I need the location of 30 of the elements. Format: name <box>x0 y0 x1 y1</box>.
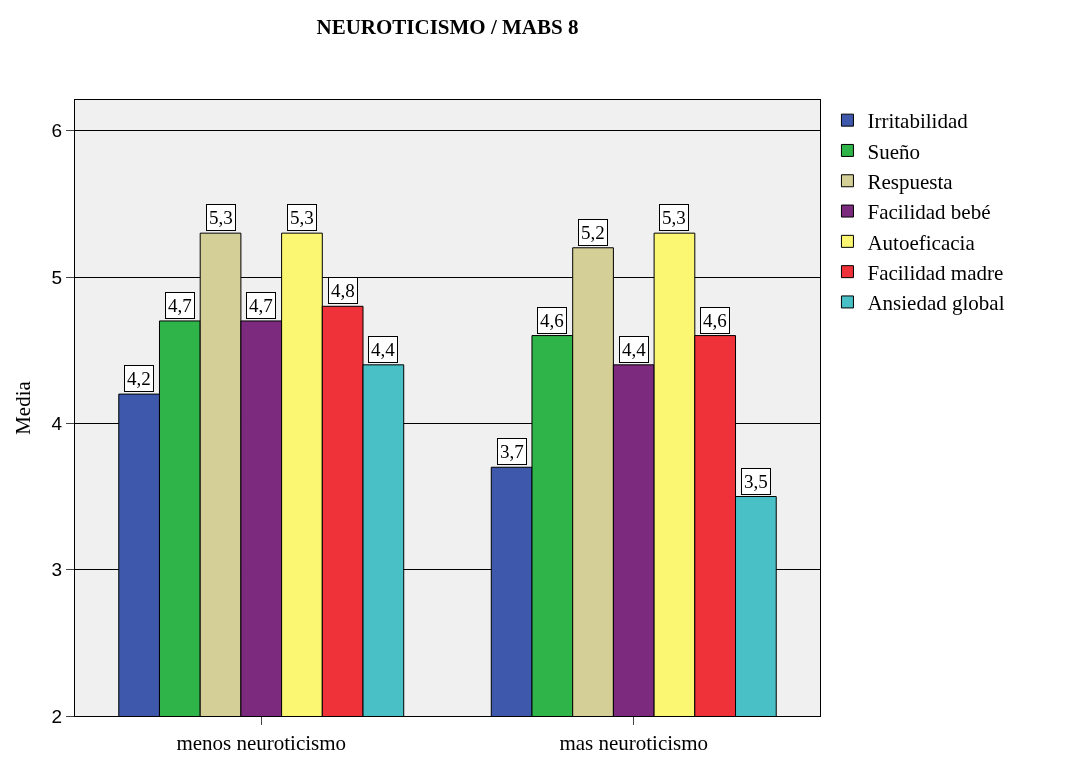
data-label: 5,2 <box>581 222 605 243</box>
data-label: 4,6 <box>540 310 564 331</box>
data-label: 4,7 <box>249 295 273 316</box>
legend-label: Irritabilidad <box>867 109 969 134</box>
data-label: 4,8 <box>331 280 355 301</box>
data-label: 4,6 <box>703 310 727 331</box>
legend-label: Ansiedad global <box>867 291 1005 316</box>
legend-label: Autoeficacia <box>867 230 976 255</box>
y-axis-title: Media <box>10 380 35 435</box>
data-label: 4,7 <box>168 295 192 316</box>
y-tick-label: 2 <box>51 705 63 727</box>
data-label: 4,4 <box>371 339 396 360</box>
legend-label: Facilidad bebé <box>867 200 991 225</box>
data-label: 4,4 <box>622 339 647 360</box>
legend-label: Respuesta <box>867 169 954 194</box>
data-label: 3,5 <box>744 471 768 492</box>
data-label: 3,7 <box>500 441 524 462</box>
data-label: 5,3 <box>209 207 233 228</box>
data-label: 5,3 <box>662 207 686 228</box>
data-label: 4,2 <box>127 368 151 389</box>
chart-title: NEUROTICISMO / MABS 8 <box>316 14 579 39</box>
legend-label: Facilidad madre <box>867 260 1004 285</box>
y-tick-label: 5 <box>51 266 63 288</box>
legend-label: Sueño <box>867 139 920 164</box>
x-tick-label: menos neuroticismo <box>176 731 347 756</box>
y-tick-label: 3 <box>51 559 63 581</box>
x-tick-label: mas neuroticismo <box>559 731 709 756</box>
data-label: 5,3 <box>290 207 314 228</box>
y-tick-label: 4 <box>51 413 63 435</box>
y-tick-label: 6 <box>51 120 63 142</box>
